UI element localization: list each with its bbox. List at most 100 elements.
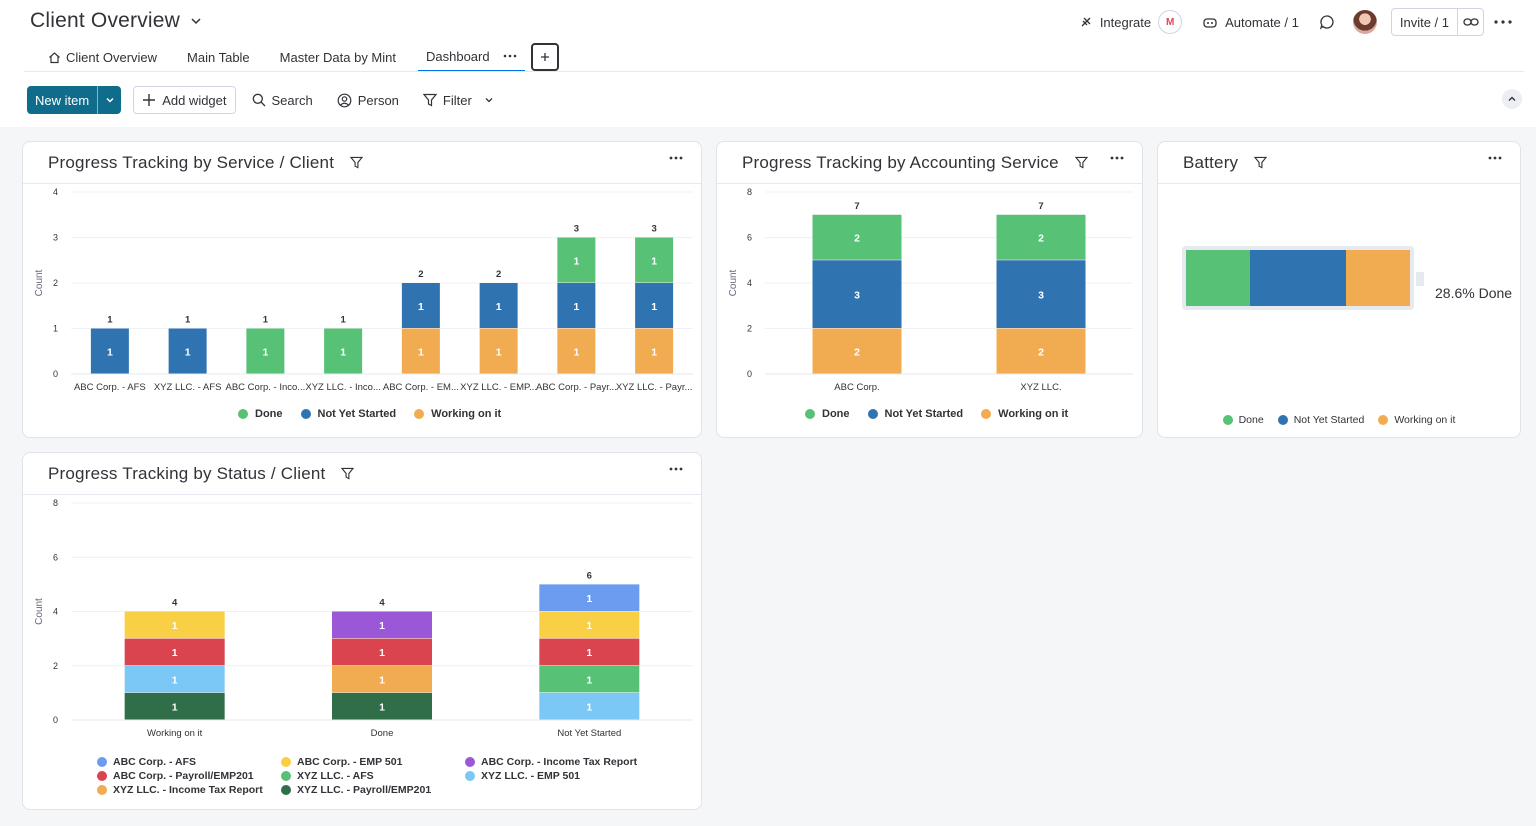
filter-button[interactable]: Filter — [415, 86, 502, 114]
bar-segment[interactable] — [996, 260, 1086, 328]
legend-item-working-on-it[interactable]: Working on it — [1378, 414, 1455, 426]
bar-total-label: 4 — [172, 598, 178, 609]
bar-segment[interactable] — [812, 260, 902, 328]
bar-segment[interactable] — [557, 283, 596, 328]
bar-segment[interactable] — [996, 328, 1086, 374]
automate-button[interactable]: Automate / 1 — [1192, 8, 1309, 36]
bar-segment[interactable] — [635, 283, 674, 328]
bar-segment[interactable] — [539, 638, 640, 666]
bar-segment[interactable] — [635, 328, 674, 374]
bar-segment[interactable] — [812, 214, 902, 260]
bar-segment[interactable] — [996, 214, 1086, 260]
x-tick-label: Working on it — [147, 728, 203, 739]
add-widget-button[interactable]: Add widget — [133, 86, 236, 114]
widget-more-icon[interactable] — [669, 156, 683, 160]
y-axis-label: Count — [728, 269, 739, 296]
bar-segment[interactable] — [332, 638, 432, 666]
y-axis-label: Count — [34, 269, 45, 296]
y-tick-label: 2 — [53, 661, 58, 671]
bar-segment[interactable] — [332, 692, 432, 720]
bar-segment[interactable] — [332, 611, 432, 639]
invite-button[interactable]: Invite / 1 — [1390, 8, 1484, 36]
legend-item-not-yet-started[interactable]: Not Yet Started — [300, 408, 396, 420]
search-label: Search — [271, 92, 313, 108]
bar-segment[interactable] — [557, 237, 596, 283]
bar-segment[interactable] — [401, 283, 440, 328]
user-avatar[interactable] — [1352, 10, 1377, 34]
legend-dot — [805, 409, 815, 419]
bar-value-label: 1 — [573, 346, 579, 358]
bar-segment[interactable] — [539, 665, 640, 693]
bar-segment[interactable] — [324, 328, 363, 374]
bar-segment[interactable] — [539, 611, 640, 639]
legend-item[interactable]: XYZ LLC. - Income Tax Report — [97, 784, 281, 796]
bar-segment[interactable] — [401, 328, 440, 374]
new-item-button[interactable]: New item — [27, 86, 122, 114]
legend-item-working-on-it[interactable]: Working on it — [414, 408, 501, 420]
legend-item-working-on-it[interactable]: Working on it — [981, 408, 1068, 420]
battery-segment[interactable] — [1345, 250, 1410, 306]
widget-filter-icon[interactable] — [341, 467, 355, 480]
tab-more-icon[interactable] — [503, 54, 517, 58]
bar-segment[interactable] — [479, 283, 518, 328]
bar-segment[interactable] — [539, 692, 640, 720]
invite-label: Invite / 1 — [1399, 14, 1449, 30]
x-tick-label: Not Yet Started — [557, 728, 621, 739]
add-view-button[interactable] — [530, 43, 559, 71]
integrate-button[interactable]: Integrate M — [1069, 8, 1192, 36]
bar-segment[interactable] — [557, 328, 596, 374]
bar-segment[interactable] — [812, 328, 902, 374]
bar-segment[interactable] — [479, 328, 518, 374]
widget-filter-icon[interactable] — [1254, 156, 1268, 169]
bar-segment[interactable] — [539, 584, 640, 611]
legend-item-done[interactable]: Done — [1222, 414, 1264, 426]
widget-more-icon[interactable] — [1110, 156, 1124, 160]
legend-item-done[interactable]: Done — [805, 408, 850, 420]
new-item-dropdown[interactable] — [97, 86, 121, 114]
bar-segment[interactable] — [124, 638, 225, 666]
bar-segment[interactable] — [246, 328, 285, 374]
legend-item[interactable]: ABC Corp. - Payroll/EMP201 — [97, 770, 281, 782]
bar-segment[interactable] — [124, 665, 225, 693]
widget-more-icon[interactable] — [1488, 156, 1502, 160]
bar-segment[interactable] — [168, 328, 207, 374]
legend-item[interactable]: ABC Corp. - AFS — [97, 756, 281, 768]
bar-segment[interactable] — [124, 611, 225, 639]
copy-link-button[interactable] — [1457, 9, 1483, 35]
widget-more-icon[interactable] — [669, 467, 683, 471]
bar-segment[interactable] — [124, 692, 225, 720]
legend-item[interactable]: XYZ LLC. - Payroll/EMP201 — [281, 784, 465, 796]
legend-dot — [981, 409, 992, 419]
updates-button[interactable] — [1309, 8, 1345, 36]
y-tick-label: 3 — [53, 233, 58, 243]
widget-filter-icon[interactable] — [350, 156, 364, 169]
tab-master-data[interactable]: Master Data by Mint — [272, 42, 404, 72]
legend-item[interactable]: XYZ LLC. - EMP 501 — [465, 770, 649, 782]
legend-item[interactable]: XYZ LLC. - AFS — [281, 770, 465, 782]
board-title[interactable]: Client Overview — [30, 9, 202, 33]
tab-main-table[interactable]: Main Table — [179, 42, 258, 72]
legend-item[interactable]: ABC Corp. - EMP 501 — [281, 756, 465, 768]
legend-item[interactable]: ABC Corp. - Income Tax Report — [465, 756, 649, 768]
battery-segment[interactable] — [1186, 250, 1251, 306]
tab-dashboard[interactable]: Dashboard — [418, 42, 525, 72]
collapse-header-button[interactable] — [1502, 89, 1522, 109]
tab-client-overview[interactable]: Client Overview — [40, 42, 165, 72]
board-header: Client Overview Integrate M Automate / 1… — [0, 0, 1536, 127]
legend-item-done[interactable]: Done — [238, 408, 283, 420]
widget-header: Battery — [1158, 142, 1520, 184]
bar-segment[interactable] — [332, 665, 432, 693]
bar-segment[interactable] — [635, 237, 674, 283]
bar-total-label: 1 — [263, 315, 269, 326]
search-button[interactable]: Search — [244, 86, 321, 114]
more-options-button[interactable] — [1484, 8, 1522, 36]
battery-segment[interactable] — [1250, 250, 1346, 306]
legend-item-not-yet-started[interactable]: Not Yet Started — [867, 408, 963, 420]
legend-dot — [281, 757, 291, 767]
bar-segment[interactable] — [90, 328, 129, 374]
person-filter-button[interactable]: Person — [329, 86, 407, 114]
legend-item-not-yet-started[interactable]: Not Yet Started — [1277, 414, 1364, 426]
person-label: Person — [357, 92, 399, 108]
battery-nub — [1416, 272, 1424, 286]
widget-filter-icon[interactable] — [1074, 156, 1088, 169]
